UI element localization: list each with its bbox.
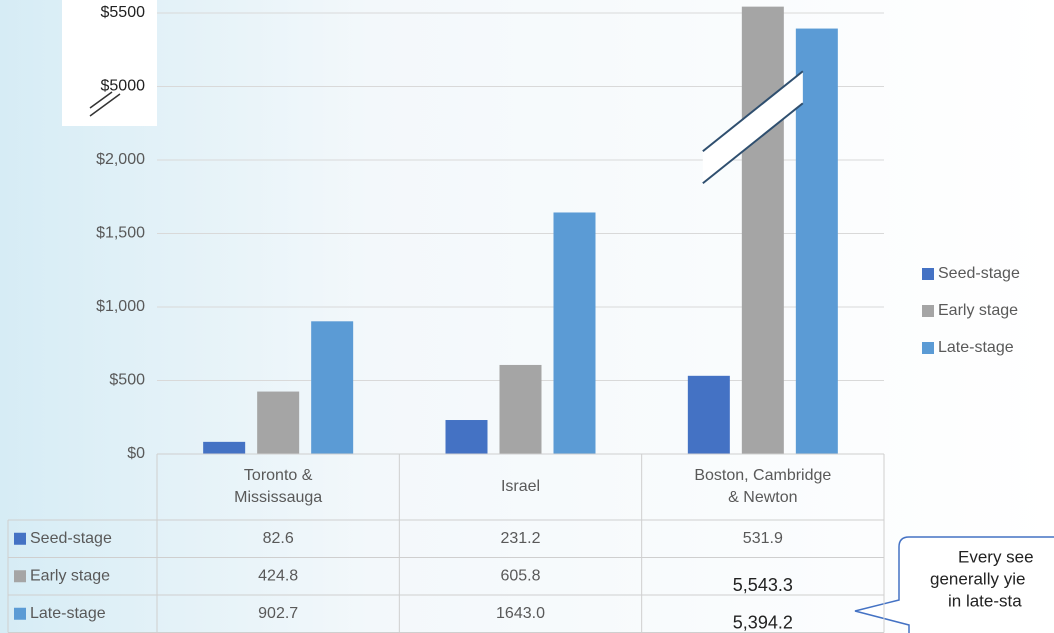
y-tick-label: $1,500	[96, 225, 145, 242]
callout-text: Every see	[958, 547, 1034, 566]
label-line: Boston, Cambridge	[694, 467, 831, 484]
table-row-label: Early stage	[30, 567, 110, 584]
table-value: 902.7	[258, 605, 298, 622]
bar	[445, 420, 488, 454]
y-tick-label: $500	[109, 372, 145, 389]
bar	[499, 364, 542, 454]
table-value: 82.6	[263, 530, 294, 547]
label-line: Toronto &	[244, 467, 313, 484]
table-value: 5,394.2	[733, 613, 793, 633]
bar	[311, 321, 354, 454]
table-value: 531.9	[743, 530, 783, 547]
legend-key	[922, 342, 934, 354]
axis-break-line	[702, 70, 804, 153]
table-value: 424.8	[258, 567, 298, 584]
axis-break-band	[702, 71, 803, 184]
bar	[687, 375, 730, 454]
table-row-label: Late-stage	[30, 605, 106, 622]
table-legend-key	[14, 570, 26, 583]
y-tick-label: $5000	[101, 78, 146, 95]
callout-text: in late-sta	[948, 591, 1022, 610]
legend-key	[922, 268, 934, 280]
axis-break-mark	[89, 91, 121, 117]
table-legend-key	[14, 607, 26, 620]
bar	[257, 391, 300, 454]
legend-label: Late-stage	[938, 339, 1014, 356]
x-category-label: Boston, Cambridge & Newton	[694, 467, 831, 506]
table-value: 1643.0	[496, 605, 545, 622]
bar	[741, 6, 784, 455]
legend-label: Seed-stage	[938, 265, 1020, 282]
x-category-label: Toronto & Mississauga	[234, 467, 322, 506]
y-tick-label: $2,000	[96, 151, 145, 168]
table-value: 605.8	[500, 567, 540, 584]
table-row-label: Seed-stage	[30, 530, 112, 547]
bar	[203, 441, 246, 454]
callout-text: generally yie	[930, 569, 1025, 588]
axis-label-box	[62, 0, 157, 126]
axis-break-line	[702, 102, 804, 185]
legend-label: Early stage	[938, 302, 1018, 319]
label-line: Mississauga	[234, 489, 322, 506]
x-category-label: Israel	[501, 478, 540, 495]
label-line: & Newton	[728, 489, 797, 506]
callout	[854, 536, 1054, 633]
y-tick-label: $1,000	[96, 298, 145, 315]
legend-key	[922, 305, 934, 317]
y-tick-label: $0	[127, 445, 145, 462]
table-value: 231.2	[500, 530, 540, 547]
y-tick-label: $5500	[101, 4, 146, 21]
bar	[553, 212, 596, 454]
table-value: 5,543.3	[733, 575, 793, 595]
table-legend-key	[14, 532, 26, 545]
